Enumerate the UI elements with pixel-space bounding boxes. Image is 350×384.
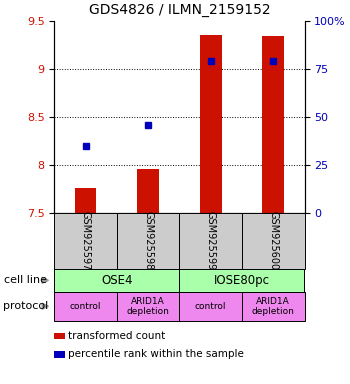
Text: OSE4: OSE4 [101, 274, 133, 287]
Text: IOSE80pc: IOSE80pc [214, 274, 270, 287]
Text: ARID1A
depletion: ARID1A depletion [127, 296, 169, 316]
Bar [179, 292, 242, 321]
Bar [117, 292, 179, 321]
Title: GDS4826 / ILMN_2159152: GDS4826 / ILMN_2159152 [89, 3, 270, 17]
Bar [54, 292, 117, 321]
Text: transformed count: transformed count [68, 331, 166, 341]
Bar [117, 213, 179, 269]
Bar [179, 269, 304, 292]
Bar [179, 213, 242, 269]
Bar [54, 333, 65, 339]
Text: control: control [70, 302, 101, 311]
Text: percentile rank within the sample: percentile rank within the sample [68, 349, 244, 359]
Text: protocol: protocol [4, 301, 49, 311]
Bar [54, 269, 179, 292]
Bar [200, 35, 222, 213]
Bar [242, 292, 304, 321]
Bar [54, 213, 117, 269]
Bar [75, 188, 97, 213]
Bar [54, 351, 65, 358]
Text: GSM925598: GSM925598 [143, 211, 153, 271]
Text: ARID1A
depletion: ARID1A depletion [252, 296, 295, 316]
Bar [262, 36, 284, 213]
Text: GSM925600: GSM925600 [268, 212, 278, 270]
Text: control: control [195, 302, 226, 311]
Text: GSM925597: GSM925597 [80, 211, 91, 271]
Text: GSM925599: GSM925599 [206, 211, 216, 271]
Bar [137, 169, 159, 213]
Bar [242, 213, 304, 269]
Text: cell line: cell line [4, 275, 47, 285]
